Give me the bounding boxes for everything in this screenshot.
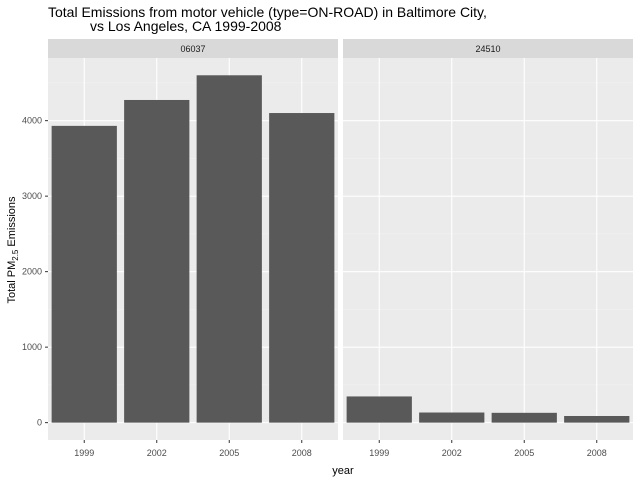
- bar-06037-2005: [196, 75, 262, 423]
- facet-panels: 06037 1999 2002 2005 2008 0 1000 2000 3000 4000 24…: [22, 39, 633, 458]
- y-axis-title-subscript: 2.5: [11, 249, 20, 261]
- facet-strip-label: 06037: [180, 44, 205, 54]
- chart-title-line-1: Total Emissions from motor vehicle (type…: [48, 4, 487, 20]
- bar-06037-2008: [269, 113, 335, 423]
- y-tick-label: 0: [37, 418, 42, 428]
- bar-06037-2002: [124, 99, 190, 423]
- chart-title-line-2: vs Los Angeles, CA 1999-2008: [90, 18, 282, 34]
- x-tick-label: 2002: [147, 448, 167, 458]
- facet-strip: [343, 39, 633, 58]
- facet-strip: [48, 39, 338, 58]
- bar-24510-2005: [491, 412, 557, 423]
- panel-background: [343, 58, 633, 440]
- y-axis-title-suffix: Emissions: [6, 196, 18, 250]
- x-tick-label: 1999: [369, 448, 389, 458]
- facet-strip-label: 24510: [475, 44, 500, 54]
- y-tick-label: 4000: [22, 116, 42, 126]
- y-tick-label: 3000: [22, 191, 42, 201]
- x-axis-title: year: [332, 465, 354, 477]
- bar-24510-2002: [419, 412, 485, 423]
- bar-06037-1999: [51, 125, 117, 423]
- facet-panel-06037: 06037 1999 2002 2005 2008 0 1000 2000 3000 4000: [22, 39, 338, 458]
- x-tick-label: 2008: [292, 448, 312, 458]
- x-tick-label: 2002: [442, 448, 462, 458]
- x-tick-label: 1999: [74, 448, 94, 458]
- x-tick-label: 2005: [219, 448, 239, 458]
- y-axis-title-prefix: Total PM: [6, 261, 18, 304]
- bar-24510-2008: [564, 415, 630, 423]
- y-axis-title: Total PM2.5 Emissions: [6, 196, 20, 304]
- y-tick-label: 1000: [22, 342, 42, 352]
- bar-24510-1999: [346, 396, 412, 423]
- y-tick-label: 2000: [22, 267, 42, 277]
- facet-panel-24510: 24510 1999 2002 2005 2008: [343, 39, 633, 458]
- x-tick-label: 2008: [587, 448, 607, 458]
- x-tick-label: 2005: [514, 448, 534, 458]
